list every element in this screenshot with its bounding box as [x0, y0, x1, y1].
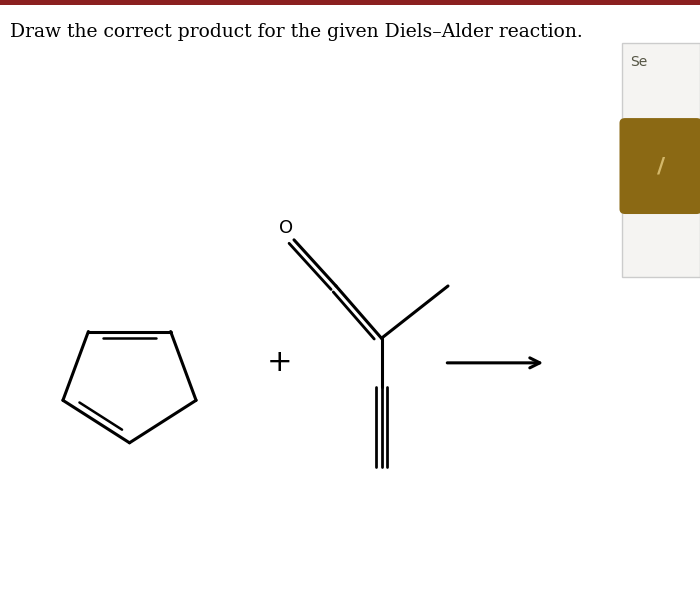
Text: Draw the correct product for the given Diels–Alder reaction.: Draw the correct product for the given D…	[10, 23, 583, 41]
FancyBboxPatch shape	[622, 43, 700, 277]
Text: Se: Se	[630, 55, 648, 69]
Text: +: +	[267, 348, 293, 378]
Text: /: /	[657, 156, 665, 176]
FancyBboxPatch shape	[620, 118, 700, 214]
FancyBboxPatch shape	[0, 0, 700, 5]
Text: O: O	[279, 218, 293, 237]
